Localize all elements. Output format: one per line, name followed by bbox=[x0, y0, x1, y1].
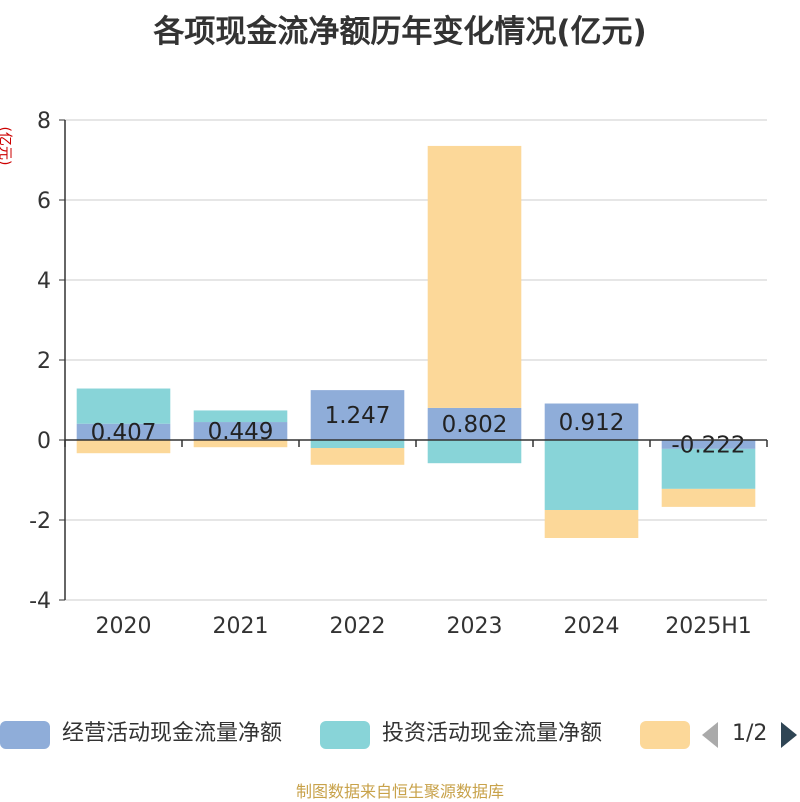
bar-series-1-2024 bbox=[544, 440, 639, 510]
data-label: 0.407 bbox=[91, 420, 157, 446]
bar-series-1-2022 bbox=[310, 440, 405, 448]
legend: 经营活动现金流量净额 投资活动现金流量净额 1/2 bbox=[0, 718, 800, 752]
chart-title: 各项现金流净额历年变化情况(亿元) bbox=[153, 14, 647, 50]
legend-item-investing[interactable]: 投资活动现金流量净额 bbox=[320, 718, 630, 752]
data-label: 0.802 bbox=[442, 412, 508, 438]
legend-label-investing: 投资活动现金流量净额 bbox=[382, 721, 603, 746]
bar-series-2-2025H1 bbox=[661, 488, 756, 507]
bar-series-0-2020 bbox=[76, 423, 171, 440]
legend-swatch-financing bbox=[640, 721, 690, 749]
bar-series-0-2025H1 bbox=[661, 440, 756, 449]
bar-series-0-2023 bbox=[427, 407, 522, 440]
legend-pager: 1/2 bbox=[700, 718, 800, 752]
x-tick-label: 2024 bbox=[564, 614, 620, 639]
chart-canvas: -4 -2 0 2 4 6 8 0.407 0.449 1.247 0.802 0.912 -0.222… bbox=[29, 109, 768, 639]
y-tick-label: -4 bbox=[29, 589, 51, 614]
y-tick-label: 0 bbox=[37, 429, 51, 454]
y-tick-label: 2 bbox=[37, 349, 51, 374]
legend-item-financing[interactable] bbox=[640, 718, 690, 752]
bar-series-2-2021 bbox=[193, 440, 288, 448]
y-tick-label: 6 bbox=[37, 189, 51, 214]
bar-series-1-2025H1 bbox=[661, 448, 756, 489]
x-tick-label: 2023 bbox=[447, 614, 503, 639]
x-tick-label: 2021 bbox=[213, 614, 269, 639]
legend-item-operating[interactable]: 经营活动现金流量净额 bbox=[0, 718, 310, 752]
y-tick-label: 4 bbox=[37, 269, 51, 294]
legend-swatch-investing bbox=[320, 721, 370, 749]
bar-series-2-2023 bbox=[427, 145, 522, 408]
y-tick-label: -2 bbox=[29, 509, 51, 534]
legend-next-page-icon[interactable] bbox=[781, 722, 797, 748]
data-label: 0.912 bbox=[559, 410, 625, 436]
bar-series-2-2020 bbox=[76, 440, 171, 454]
bar-series-1-2023 bbox=[427, 440, 522, 464]
x-tick-label: 2022 bbox=[330, 614, 386, 639]
legend-label-operating: 经营活动现金流量净额 bbox=[62, 721, 283, 746]
data-label: 0.449 bbox=[208, 419, 274, 445]
legend-prev-page-icon[interactable] bbox=[702, 722, 718, 748]
bar-series-0-2024 bbox=[544, 403, 639, 440]
x-tick-label: 2020 bbox=[96, 614, 152, 639]
bar-series-1-2021 bbox=[193, 410, 288, 423]
bar-series-0-2022 bbox=[310, 390, 405, 440]
x-tick-label: 2025H1 bbox=[665, 614, 752, 639]
bar-series-2-2022 bbox=[310, 448, 405, 465]
bar-series-0-2021 bbox=[193, 422, 288, 440]
data-source-note: 制图数据来自恒生聚源数据库 bbox=[295, 782, 504, 801]
y-tick-label: 8 bbox=[37, 109, 51, 134]
bar-series-1-2020 bbox=[76, 388, 171, 424]
legend-page-indicator: 1/2 bbox=[732, 721, 768, 746]
legend-swatch-operating bbox=[0, 721, 50, 749]
bar-series-2-2024 bbox=[544, 510, 639, 538]
data-label: -0.222 bbox=[671, 432, 745, 458]
data-label: 1.247 bbox=[325, 403, 391, 429]
